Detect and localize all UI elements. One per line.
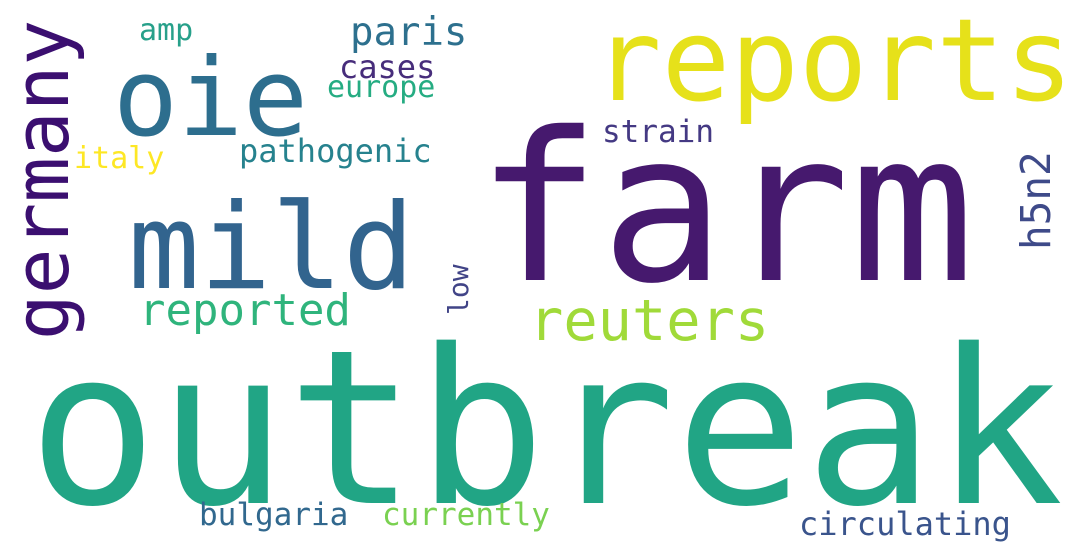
word: low [442,264,475,315]
word: paris [350,10,467,55]
word: germany [0,20,86,340]
word: reports [593,0,1073,127]
word: strain [602,114,714,150]
word: h5n2 [1012,151,1060,250]
word: italy [74,141,164,176]
word: amp [139,13,193,48]
word: cases [339,48,435,86]
word: reuters [529,288,769,354]
word: farm [476,88,975,329]
word: bulgaria [199,497,348,533]
word: reported [139,285,351,336]
word: mild [128,179,415,317]
word: circulating [799,505,1011,543]
word: pathogenic [239,132,432,170]
word: europe [327,70,435,105]
word: currently [382,497,550,533]
word: oie [113,36,308,161]
word: outbreak [28,303,1064,544]
